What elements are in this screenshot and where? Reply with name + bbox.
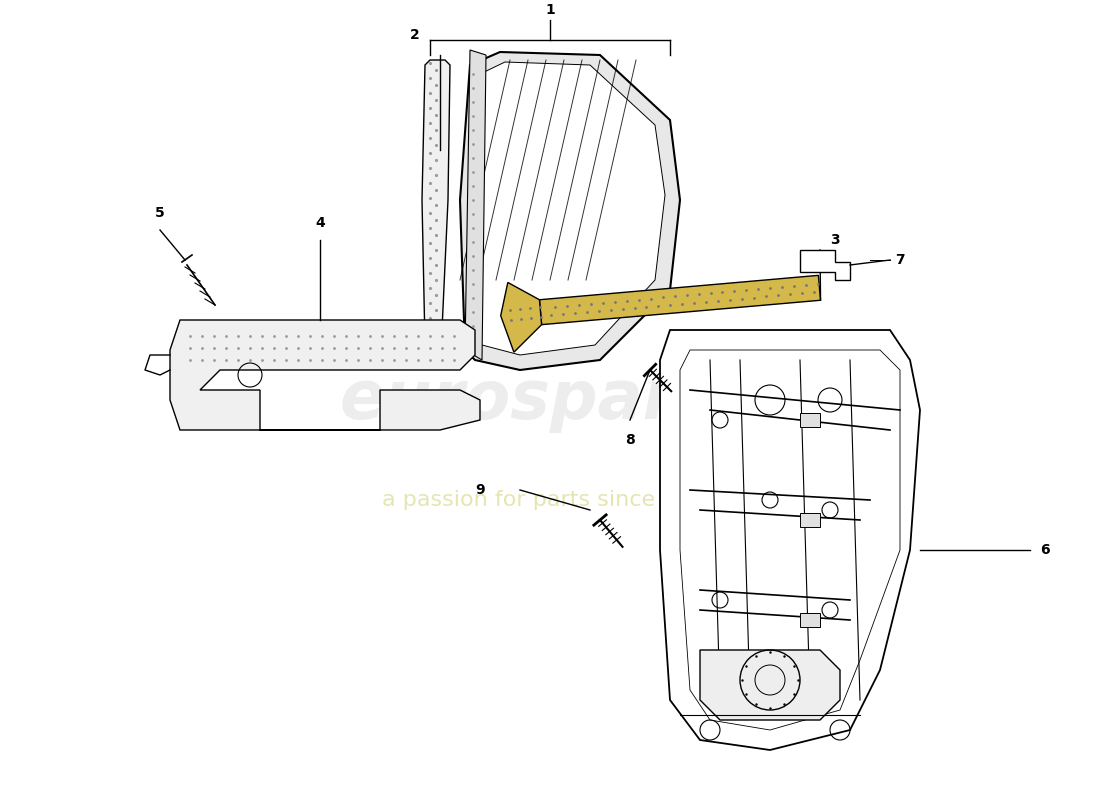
- Polygon shape: [500, 282, 541, 352]
- Bar: [800, 413, 820, 427]
- Text: 1: 1: [546, 3, 554, 17]
- Text: eurospares: eurospares: [339, 367, 761, 433]
- Text: 8: 8: [625, 433, 635, 447]
- Text: 5: 5: [155, 206, 165, 220]
- Polygon shape: [700, 650, 840, 720]
- Text: 2: 2: [410, 28, 420, 42]
- Polygon shape: [422, 60, 450, 350]
- Text: 9: 9: [475, 483, 485, 497]
- Polygon shape: [465, 50, 486, 360]
- Bar: [800, 613, 820, 627]
- Polygon shape: [170, 320, 480, 430]
- Polygon shape: [460, 52, 680, 370]
- Text: a passion for parts since 1985: a passion for parts since 1985: [382, 490, 718, 510]
- Text: 3: 3: [830, 233, 839, 247]
- Polygon shape: [470, 62, 666, 355]
- Text: 6: 6: [1040, 543, 1049, 557]
- Text: 7: 7: [895, 253, 904, 267]
- Bar: [800, 513, 820, 527]
- Polygon shape: [539, 275, 821, 325]
- Text: 4: 4: [315, 216, 324, 230]
- Polygon shape: [680, 350, 900, 730]
- Polygon shape: [800, 250, 850, 280]
- Polygon shape: [660, 330, 920, 750]
